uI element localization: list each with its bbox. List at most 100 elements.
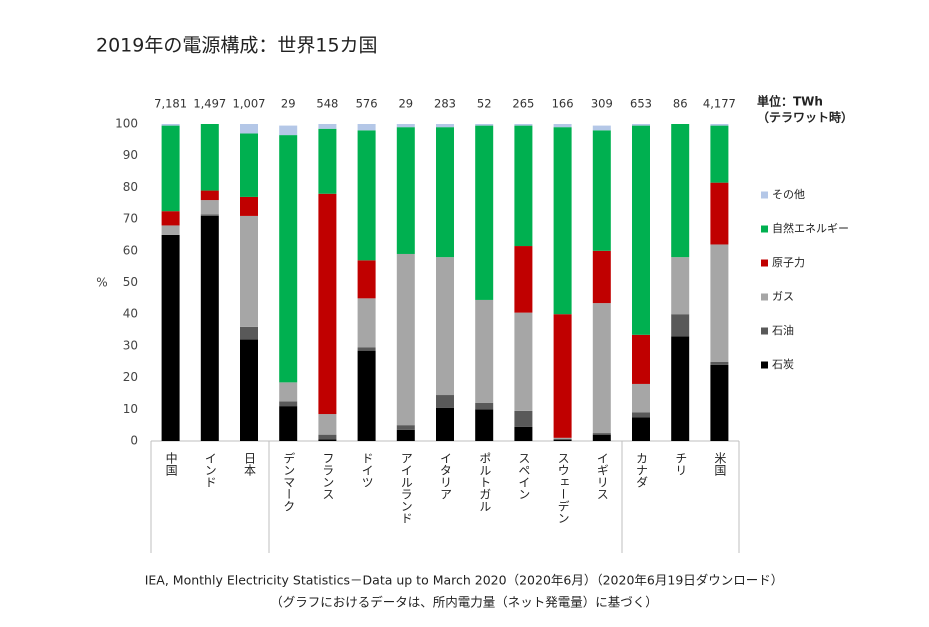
x-tick-label: イタリア <box>439 452 453 500</box>
bar-segment <box>318 124 337 129</box>
bar-segment <box>710 124 729 126</box>
bar-segment <box>592 303 611 434</box>
legend-swatch <box>761 293 768 301</box>
bar-segment <box>396 253 415 426</box>
bar-segment <box>710 182 729 245</box>
bar-segment <box>240 124 258 134</box>
y-tick-label: 0 <box>130 434 138 448</box>
total-label: 309 <box>591 97 613 111</box>
bar-segment <box>357 347 376 351</box>
x-tick-label: 日本 <box>243 452 257 477</box>
total-label: 576 <box>356 97 378 111</box>
bar-segment <box>632 383 650 413</box>
source: （グラフにおけるデータは、所内電力量（ネット発電量）に基づく） <box>270 595 658 610</box>
bar-segment <box>553 127 572 315</box>
x-tick-label: スペイン <box>517 452 531 500</box>
y-tick-label: 90 <box>123 148 138 162</box>
bar-segment <box>200 214 219 216</box>
bar-segment <box>632 334 650 384</box>
bar-segment <box>318 193 337 415</box>
total-label: 4,177 <box>703 97 736 111</box>
bar-segment <box>514 410 533 427</box>
bar-segment <box>240 196 258 216</box>
bar-segment <box>318 128 337 194</box>
legend-label: 原子力 <box>772 256 805 269</box>
bar-segment <box>161 234 180 441</box>
bar-segment <box>436 124 454 128</box>
totals-unit: 単位：TWh <box>757 94 823 109</box>
total-label: 1,497 <box>193 97 226 111</box>
bar-segment <box>318 439 337 441</box>
bar-segment <box>475 124 494 126</box>
total-label: 29 <box>398 97 413 111</box>
bar-segment <box>240 339 258 441</box>
x-tick-label: デンマーク <box>282 452 296 512</box>
bar-segment <box>632 417 650 441</box>
bar-segment <box>396 124 415 128</box>
y-tick-label: 40 <box>123 307 138 321</box>
bar-segment <box>632 125 650 335</box>
bar-segment <box>396 127 415 254</box>
x-tick-label: フランス <box>321 452 335 500</box>
legend-label: 石油 <box>772 323 794 337</box>
bar-segment <box>240 133 258 197</box>
x-tick-label: カナダ <box>635 452 649 488</box>
chart-title: 2019年の電源構成：世界15カ国 <box>96 35 378 57</box>
source: IEA, Monthly Electricity Statistics－Data… <box>145 573 784 588</box>
bar-segment <box>671 336 690 441</box>
bar-segment <box>475 125 494 300</box>
bar-segment <box>279 406 298 441</box>
total-label: 653 <box>630 97 652 111</box>
bar-segment <box>279 401 298 407</box>
bar-segment <box>240 215 258 327</box>
x-tick-label: 中国 <box>164 451 178 476</box>
bar-segment <box>357 124 376 131</box>
bar-segment <box>514 124 533 126</box>
bar-segment <box>514 312 533 411</box>
bar-segment <box>592 250 611 304</box>
bar-segment <box>710 361 729 365</box>
bar-segment <box>318 434 337 440</box>
bar-segment <box>436 407 454 441</box>
bar-segment <box>553 439 572 441</box>
bar-segment <box>514 246 533 313</box>
total-label: 52 <box>477 97 492 111</box>
y-axis-label: % <box>96 276 107 290</box>
bar-segment <box>279 382 298 402</box>
x-tick-label: スウェーデン <box>556 452 570 524</box>
bar-segment <box>514 426 533 441</box>
bar-segment <box>200 190 219 201</box>
x-tick-label: チリ <box>674 452 688 476</box>
bar-segment <box>710 125 729 183</box>
y-tick-label: 60 <box>123 243 138 257</box>
x-tick-label: イギリス <box>595 452 609 500</box>
legend-label: 石炭 <box>772 358 794 371</box>
total-label: 86 <box>673 97 688 111</box>
y-tick-label: 100 <box>115 117 138 131</box>
bar-segment <box>200 124 219 191</box>
legend-swatch <box>761 191 768 199</box>
x-tick-label: 米国 <box>713 452 727 476</box>
bar-segment <box>161 225 180 235</box>
legend-label: ガス <box>772 290 794 303</box>
y-tick-label: 10 <box>123 402 138 416</box>
legend-swatch <box>761 225 768 233</box>
bar-segment <box>553 437 572 440</box>
bar-segment <box>592 130 611 251</box>
bar-segment <box>200 215 219 441</box>
x-tick-label: ポルトガル <box>478 452 492 512</box>
bar-segment <box>357 350 376 441</box>
x-tick-label: ドイツ <box>360 452 374 488</box>
total-label: 7,181 <box>154 97 187 111</box>
y-tick-label: 80 <box>123 180 138 194</box>
total-label: 265 <box>512 97 534 111</box>
bar-segment <box>161 211 180 226</box>
bar-segment <box>553 314 572 438</box>
y-tick-label: 30 <box>123 338 138 352</box>
bar-segment <box>357 298 376 348</box>
bar-segment <box>240 326 258 340</box>
y-tick-label: 70 <box>123 212 138 226</box>
bar-segment <box>514 125 533 247</box>
bar-segment <box>671 124 690 258</box>
